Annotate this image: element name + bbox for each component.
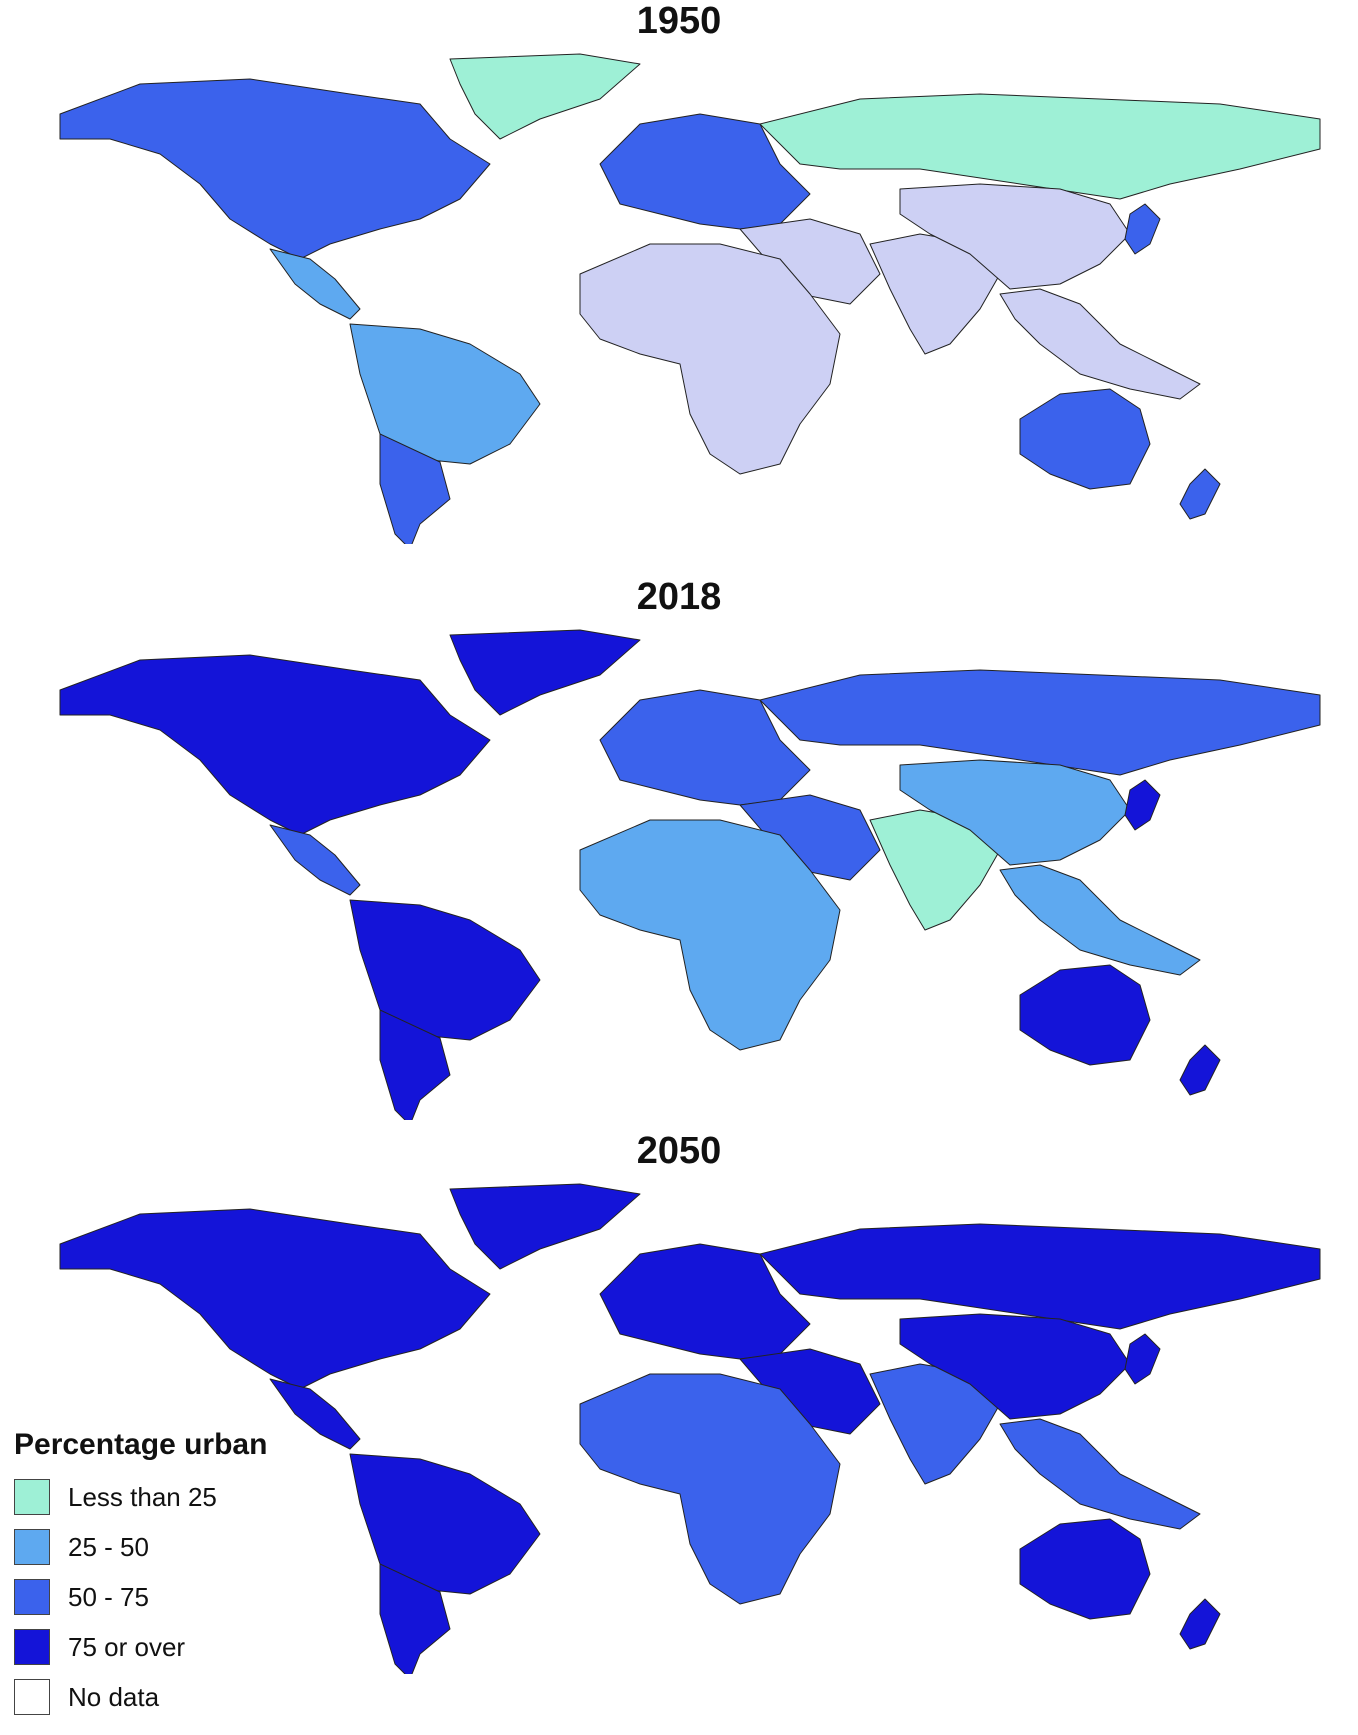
- map-panel-1950: 1950: [0, 0, 1358, 560]
- panel-title: 2050: [636, 1130, 722, 1172]
- region-au: [1019, 964, 1151, 1066]
- region-cn: [899, 183, 1131, 290]
- legend-label: No data: [68, 1681, 160, 1712]
- map-panel-2050: 2050: [0, 1130, 1358, 1730]
- panel-title: 1950: [636, 0, 722, 42]
- region-ru: [759, 1223, 1321, 1330]
- world-map: [59, 1183, 1321, 1674]
- region-gl: [449, 629, 641, 716]
- legend: Percentage urban Less than 25 25 - 50 50…: [8, 1428, 338, 1722]
- region-na: [59, 78, 491, 260]
- legend-swatch: [14, 1479, 50, 1515]
- legend-label: 75 or over: [68, 1631, 186, 1662]
- world-map: [59, 53, 1321, 544]
- region-au: [1019, 388, 1151, 490]
- legend-item-no-data: No data: [8, 1672, 338, 1722]
- legend-swatch: [14, 1529, 50, 1565]
- region-sea: [999, 1418, 1201, 1530]
- region-sa_south: [379, 1009, 451, 1120]
- legend-label: Less than 25: [68, 1481, 217, 1512]
- region-ca: [269, 1378, 361, 1450]
- region-nz: [1179, 468, 1221, 520]
- region-eu: [599, 1243, 811, 1360]
- region-jp: [1124, 203, 1161, 255]
- region-sa_south: [379, 433, 451, 544]
- region-sea: [999, 864, 1201, 976]
- region-ru: [759, 93, 1321, 200]
- legend-label: 25 - 50: [68, 1531, 149, 1562]
- region-af: [579, 243, 841, 475]
- region-ca: [269, 248, 361, 320]
- region-sa: [349, 899, 541, 1041]
- region-gl: [449, 53, 641, 140]
- region-na: [59, 654, 491, 836]
- legend-title: Percentage urban: [14, 1428, 268, 1461]
- region-na: [59, 1208, 491, 1390]
- legend-swatch: [14, 1579, 50, 1615]
- region-sa: [349, 1453, 541, 1595]
- legend-swatch: [14, 1679, 50, 1715]
- legend-item-less-than-25: Less than 25: [8, 1472, 338, 1522]
- panel-title: 2018: [636, 576, 722, 618]
- region-cn: [899, 759, 1131, 866]
- region-jp: [1124, 779, 1161, 831]
- world-map: [59, 629, 1321, 1120]
- region-eu: [599, 689, 811, 806]
- legend-item-50-75: 50 - 75: [8, 1572, 338, 1622]
- region-nz: [1179, 1044, 1221, 1096]
- region-ca: [269, 824, 361, 896]
- region-sa: [349, 323, 541, 465]
- region-sea: [999, 288, 1201, 400]
- legend-item-25-50: 25 - 50: [8, 1522, 338, 1572]
- region-ru: [759, 669, 1321, 776]
- region-eu: [599, 113, 811, 230]
- region-af: [579, 1373, 841, 1605]
- region-cn: [899, 1313, 1131, 1420]
- region-au: [1019, 1518, 1151, 1620]
- legend-label: 50 - 75: [68, 1581, 149, 1612]
- legend-swatch: [14, 1629, 50, 1665]
- region-nz: [1179, 1598, 1221, 1650]
- region-af: [579, 819, 841, 1051]
- region-gl: [449, 1183, 641, 1270]
- region-jp: [1124, 1333, 1161, 1385]
- region-sa_south: [379, 1563, 451, 1674]
- map-panel-2018: 2018: [0, 576, 1358, 1136]
- legend-item-75-or-over: 75 or over: [8, 1622, 338, 1672]
